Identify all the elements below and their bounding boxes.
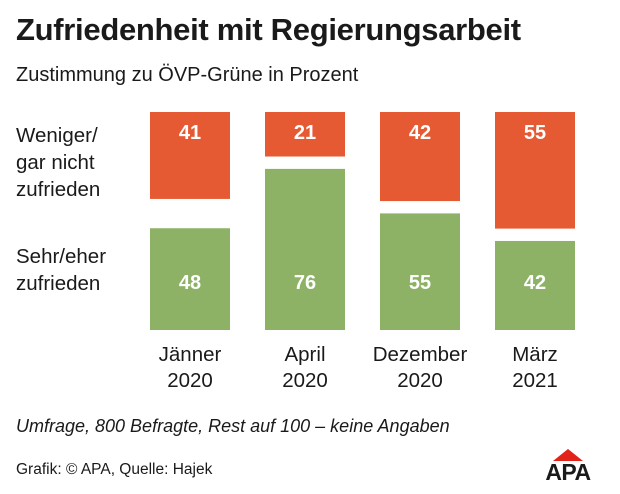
bar-satisfied-3 [495,240,575,330]
value-label-unsatisfied-2: 42 [409,122,431,144]
logo-triangle-icon [553,449,583,461]
chart-subtitle: Zustimmung zu ÖVP-Grüne in Prozent [16,64,359,86]
bar-unsatisfied-0 [150,112,230,199]
value-label-satisfied-0: 48 [179,272,201,294]
bar-satisfied-0 [150,228,230,330]
value-label-satisfied-1: 76 [294,272,316,294]
value-label-satisfied-2: 55 [409,272,431,294]
row-label-unsatisfied: Weniger/ gar nicht zufrieden [16,124,101,201]
apa-logo: APA [532,449,604,485]
category-label-2: Dezember 2020 [373,343,468,392]
bar-unsatisfied-3 [495,112,575,229]
bar-unsatisfied-2 [380,112,460,202]
bar-satisfied-2 [380,213,460,330]
chart-title: Zufriedenheit mit Regierungsarbeit [16,12,521,47]
row-label-satisfied: Sehr/eher zufrieden [16,245,107,295]
bar-satisfied-1 [265,168,345,330]
category-label-3: März 2021 [512,343,558,392]
logo-text: APA [545,459,591,485]
bar-unsatisfied-1 [265,112,345,157]
value-label-unsatisfied-0: 41 [179,122,201,144]
category-label-1: April 2020 [282,343,328,392]
stacked-bar-chart: 41 48 Jänner 2020 21 76 April 2020 42 55 Dezember 2… [150,112,575,392]
value-label-satisfied-3: 42 [524,272,546,294]
value-label-unsatisfied-1: 21 [294,122,316,144]
footnote: Umfrage, 800 Befragte, Rest auf 100 – ke… [16,416,450,436]
value-label-unsatisfied-3: 55 [524,122,546,144]
category-label-0: Jänner 2020 [159,343,222,392]
source-credit: Grafik: © APA, Quelle: Hajek [16,461,213,478]
